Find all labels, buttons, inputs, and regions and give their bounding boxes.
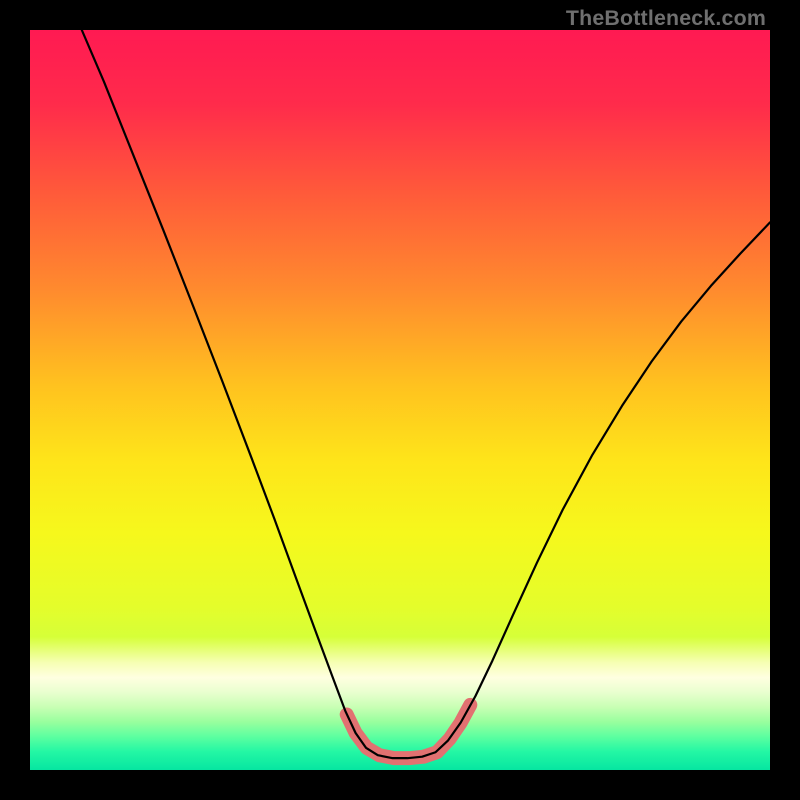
valley-highlight-curve: [347, 705, 471, 758]
plot-area: [30, 30, 770, 770]
chart-frame: TheBottleneck.com: [0, 0, 800, 800]
watermark-text: TheBottleneck.com: [566, 6, 766, 31]
bottleneck-v-curve: [82, 30, 770, 758]
curves-layer: [30, 30, 770, 770]
